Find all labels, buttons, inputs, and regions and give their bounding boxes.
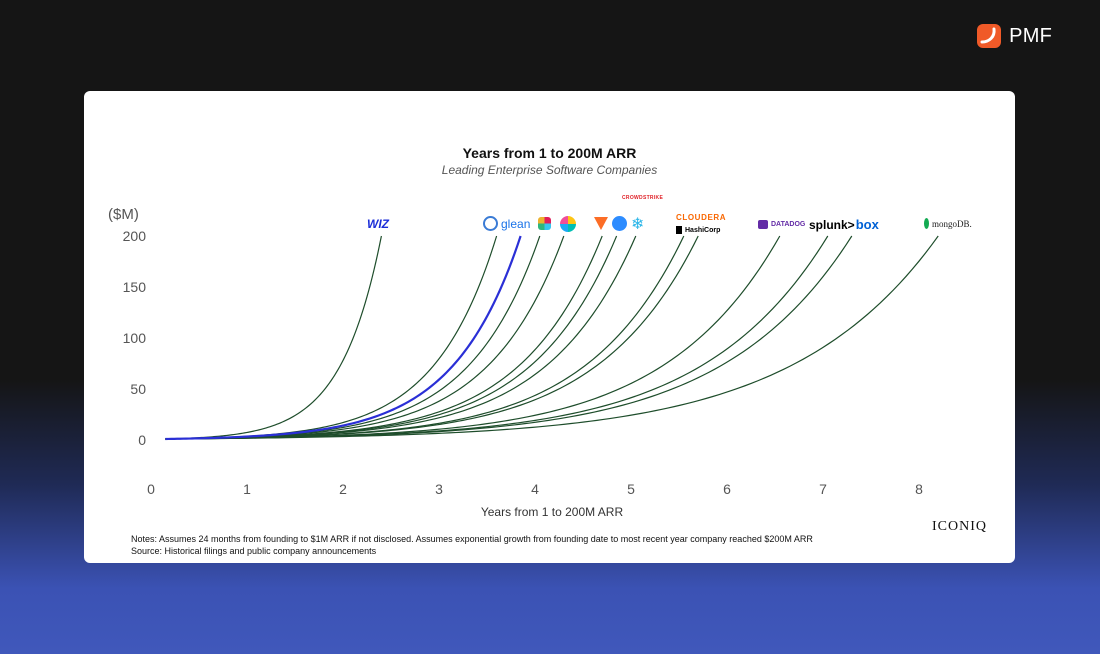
wiz-logo: WIZ bbox=[367, 217, 389, 231]
wiz-logo-text: WIZ bbox=[367, 217, 389, 231]
growth-chart: 200 150 100 50 0 0 1 2 3 4 5 6 7 8 ($M) Years from 1… bbox=[108, 206, 939, 519]
y-tick-labels: 200 150 100 50 0 bbox=[123, 228, 147, 448]
pmf-brand-name: PMF bbox=[1009, 24, 1052, 47]
y-axis-label: ($M) bbox=[108, 206, 139, 223]
x-tick-label: 0 bbox=[147, 481, 155, 497]
box-logo-text: box bbox=[855, 217, 879, 232]
x-tick-label: 7 bbox=[819, 481, 827, 497]
hashicorp-icon bbox=[676, 226, 682, 234]
x-tick-label: 3 bbox=[435, 481, 443, 497]
chart-subtitle: Leading Enterprise Software Companies bbox=[441, 163, 658, 177]
series-line bbox=[165, 235, 565, 440]
notes-source: Source: Historical filings and public co… bbox=[131, 546, 377, 556]
series-line bbox=[165, 235, 541, 440]
mongodb-logo: mongoDB. bbox=[924, 218, 972, 229]
series-line bbox=[165, 235, 781, 440]
series-line bbox=[165, 235, 829, 440]
series-line bbox=[165, 235, 603, 440]
chart-card: Years from 1 to 200M ARR Leading Enterpr… bbox=[84, 91, 1015, 563]
highlighted-series-line bbox=[165, 235, 522, 441]
snowflake-icon: ❄ bbox=[631, 214, 645, 233]
chart-notes: Notes: Assumes 24 months from founding t… bbox=[131, 533, 813, 557]
y-tick-label: 50 bbox=[130, 381, 146, 397]
glean-logo-text: glean bbox=[501, 216, 531, 231]
zoom-logo bbox=[612, 216, 627, 231]
cloudera-logo-text: CLOUDERA bbox=[676, 213, 727, 222]
series-line bbox=[165, 235, 699, 440]
notes-line-1: Notes: Assumes 24 months from founding t… bbox=[131, 534, 813, 544]
series-line bbox=[165, 235, 939, 440]
crowdstrike-logo-text: CROWDSTRIKE bbox=[622, 195, 664, 201]
pmf-logo-icon bbox=[977, 24, 1002, 48]
splunk-box-logos: splunk> box bbox=[809, 217, 879, 232]
zoom-icon bbox=[612, 216, 627, 231]
slack-icon bbox=[538, 217, 551, 230]
x-tick-label: 6 bbox=[723, 481, 731, 497]
crowdstrike-logo: CROWDSTRIKE bbox=[622, 195, 663, 201]
slack-logo bbox=[538, 217, 551, 230]
y-tick-label: 100 bbox=[123, 330, 147, 346]
x-tick-label: 4 bbox=[531, 481, 539, 497]
x-tick-label: 1 bbox=[243, 481, 251, 497]
series-line bbox=[165, 235, 382, 440]
x-tick-label: 2 bbox=[339, 481, 347, 497]
y-tick-label: 200 bbox=[123, 228, 147, 244]
series-line bbox=[165, 235, 618, 440]
x-axis-label: Years from 1 to 200M ARR bbox=[481, 505, 624, 519]
series-layer bbox=[165, 235, 939, 441]
splunk-logo-text: splunk> bbox=[809, 217, 855, 232]
x-tick-label: 8 bbox=[915, 481, 923, 497]
cloudera-logo: CLOUDERA bbox=[676, 213, 726, 222]
snowflake-logo: ❄ bbox=[631, 214, 645, 233]
gitlab-logo bbox=[594, 217, 608, 230]
y-tick-label: 150 bbox=[123, 279, 147, 295]
y-tick-label: 0 bbox=[138, 432, 146, 448]
gitlab-icon bbox=[594, 217, 608, 230]
datadog-logo: DATADOG bbox=[758, 220, 805, 229]
mongodb-leaf-icon bbox=[924, 218, 929, 229]
glean-icon bbox=[483, 216, 498, 231]
datadog-logo-text: DATADOG bbox=[771, 221, 806, 228]
chart-title: Years from 1 to 200M ARR bbox=[462, 145, 637, 161]
hashicorp-logo: HashiCorp bbox=[676, 226, 720, 234]
datadog-icon bbox=[758, 220, 768, 229]
x-tick-labels: 0 1 2 3 4 5 6 7 8 bbox=[147, 481, 923, 497]
iconiq-logo: ICONIQ bbox=[932, 519, 987, 534]
elastic-logo bbox=[560, 216, 576, 232]
elastic-icon bbox=[560, 216, 576, 232]
mongodb-logo-text: mongoDB. bbox=[932, 218, 972, 229]
glean-logo: glean bbox=[483, 216, 530, 231]
pmf-brand: PMF bbox=[977, 24, 1052, 48]
hashicorp-logo-text: HashiCorp bbox=[685, 226, 721, 234]
x-tick-label: 5 bbox=[627, 481, 635, 497]
